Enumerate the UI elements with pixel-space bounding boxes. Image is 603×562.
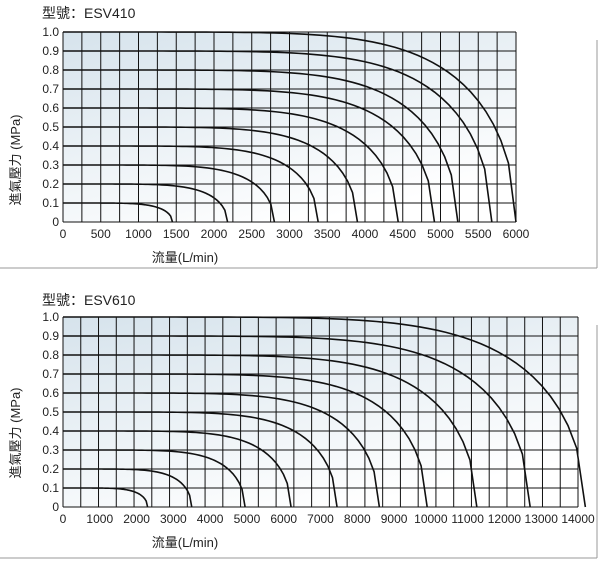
curve-0.4mpa xyxy=(63,430,292,508)
y-tick-label: 0.2 xyxy=(42,462,59,476)
curve-0.8mpa xyxy=(63,69,459,223)
x-tick-label: 0 xyxy=(60,512,67,526)
x-tick-label: 9000 xyxy=(381,512,408,526)
y-tick-label: 0.5 xyxy=(42,405,59,419)
chart-panel-esv410: 型號：ESV410 進氣壓力 (MPa) 流量(L/min) 0 0.1 0.2 0.… xyxy=(0,5,598,269)
curve-0.7mpa xyxy=(63,373,428,508)
y-tick-label: 0.6 xyxy=(42,101,59,115)
x-tick-label: 12000 xyxy=(488,512,522,526)
x-tick-label: 2000 xyxy=(201,227,228,241)
x-tick-label: 5000 xyxy=(234,512,261,526)
y-tick-label: 0.3 xyxy=(42,158,59,172)
y-tick-label: 0.8 xyxy=(42,348,59,362)
curve-0.1mpa xyxy=(63,487,149,508)
y-tick-label: 0 xyxy=(52,215,59,229)
y-tick-label: 0.7 xyxy=(42,367,59,381)
chart-title: 型號：ESV410 xyxy=(42,5,136,21)
x-tick-label: 4000 xyxy=(352,227,379,241)
x-tick-label: 4500 xyxy=(389,227,416,241)
curve-0.7mpa xyxy=(63,88,436,223)
y-tick-label: 0.2 xyxy=(42,177,59,191)
x-tick-label: 2500 xyxy=(238,227,265,241)
x-tick-label: 11000 xyxy=(451,512,484,526)
x-tick-label: 5500 xyxy=(465,227,492,241)
y-tick-label: 0 xyxy=(52,500,59,514)
curve-0.8mpa xyxy=(63,354,478,508)
curve-0.2mpa xyxy=(63,183,229,223)
x-tick-label: 2000 xyxy=(123,512,150,526)
plot-area: 0 0.1 0.2 0.3 0.4 0.5 0.6 0.7 0.8 0.9 1.0 0 1000 2000… xyxy=(42,310,595,526)
y-tick-label: 0.9 xyxy=(42,329,59,343)
x-axis-label: 流量(L/min) xyxy=(152,535,218,550)
x-tick-label: 500 xyxy=(91,227,111,241)
x-tick-label: 6000 xyxy=(503,227,530,241)
curve-0.3mpa xyxy=(63,449,246,508)
x-tick-label: 8000 xyxy=(344,512,371,526)
y-tick-label: 0.9 xyxy=(42,44,59,58)
curve-0.4mpa xyxy=(63,145,319,223)
y-tick-label: 1.0 xyxy=(42,310,59,324)
curve-1.0mpa xyxy=(63,316,587,508)
curve-0.5mpa xyxy=(63,126,359,223)
y-tick-label: 0.1 xyxy=(42,481,59,495)
curve-0.9mpa xyxy=(63,335,531,508)
y-tick-label: 0.4 xyxy=(42,139,59,153)
y-tick-label: 0.7 xyxy=(42,82,59,96)
x-tick-label: 3000 xyxy=(160,512,187,526)
x-tick-label: 3000 xyxy=(276,227,303,241)
y-axis-label: 進氣壓力 (MPa) xyxy=(8,387,23,478)
x-tick-label: 1500 xyxy=(163,227,190,241)
curve-0.6mpa xyxy=(63,392,381,508)
x-tick-label: 7000 xyxy=(307,512,334,526)
x-tick-label: 3500 xyxy=(314,227,341,241)
curve-0.1mpa xyxy=(63,202,174,223)
y-tick-label: 0.5 xyxy=(42,120,59,134)
x-tick-label: 1000 xyxy=(125,227,152,241)
chart-panel-esv610: 型號：ESV610 進氣壓力 (MPa) 流量(L/min) 0 0.1 0.2 0.… xyxy=(0,292,598,559)
x-tick-label: 14000 xyxy=(561,512,595,526)
y-tick-label: 0.3 xyxy=(42,443,59,457)
y-tick-label: 1.0 xyxy=(42,25,59,39)
curve-0.9mpa xyxy=(63,50,493,223)
x-tick-label: 4000 xyxy=(197,512,224,526)
x-tick-label: 6000 xyxy=(270,512,297,526)
chart-title: 型號：ESV610 xyxy=(42,292,136,308)
curve-0.6mpa xyxy=(63,107,400,223)
curve-0.3mpa xyxy=(63,164,276,223)
x-tick-label: 1000 xyxy=(86,512,113,526)
curve-0.5mpa xyxy=(63,411,338,508)
y-tick-label: 0.6 xyxy=(42,386,59,400)
x-tick-label: 10000 xyxy=(414,512,448,526)
curve-0.2mpa xyxy=(63,468,193,508)
x-axis-label: 流量(L/min) xyxy=(152,250,218,265)
y-tick-label: 0.4 xyxy=(42,424,59,438)
x-tick-label: 13000 xyxy=(525,512,559,526)
y-axis-label: 進氣壓力 (MPa) xyxy=(8,114,23,205)
curve-1.0mpa xyxy=(63,31,517,223)
plot-area: 0 0.1 0.2 0.3 0.4 0.5 0.6 0.7 0.8 0.9 1.0 0 500 1000 1… xyxy=(42,25,529,241)
y-tick-label: 0.8 xyxy=(42,63,59,77)
x-tick-label: 5000 xyxy=(427,227,454,241)
x-tick-label: 0 xyxy=(60,227,67,241)
y-tick-label: 0.1 xyxy=(42,196,59,210)
